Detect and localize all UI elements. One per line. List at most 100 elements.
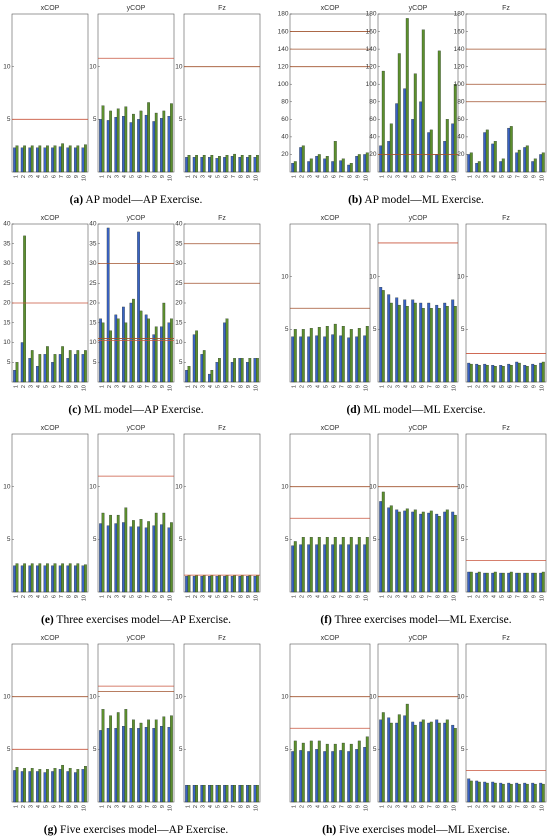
- bar: [61, 143, 64, 173]
- x-tick-label: 1: [467, 385, 473, 388]
- x-tick-label: 2: [107, 595, 113, 598]
- bar: [301, 145, 305, 173]
- bar: [46, 769, 49, 803]
- bar: [58, 769, 62, 803]
- x-tick-label: 9: [74, 805, 80, 808]
- bar: [223, 157, 226, 173]
- x-tick-label: 4: [36, 175, 42, 178]
- bar: [129, 728, 133, 803]
- y-tick-label: 35: [175, 240, 183, 247]
- bar: [129, 122, 133, 173]
- bar: [30, 145, 34, 173]
- x-tick-label: 10: [254, 175, 260, 181]
- bar: [395, 722, 399, 803]
- x-tick-label: 2: [475, 385, 481, 388]
- panel-caption: (d) ML model—ML Exercise.: [346, 404, 485, 416]
- bar: [101, 105, 105, 173]
- x-tick-label: 9: [74, 595, 80, 598]
- subplot-title: yCOP: [409, 5, 428, 12]
- bar: [13, 565, 16, 593]
- bar: [403, 88, 407, 173]
- y-tick-label: 10: [3, 693, 11, 700]
- bar: [154, 326, 158, 383]
- bar: [116, 712, 120, 803]
- bar: [187, 784, 191, 803]
- bar: [215, 576, 219, 593]
- bar: [20, 771, 24, 803]
- bar: [469, 571, 473, 593]
- bar: [507, 127, 511, 173]
- bar: [53, 768, 57, 803]
- bar: [230, 362, 234, 383]
- bar: [225, 318, 229, 383]
- bar: [427, 302, 431, 383]
- y-tick-label: 20: [281, 151, 289, 158]
- bar: [68, 563, 72, 593]
- bar: [101, 322, 105, 383]
- x-tick-label: 3: [28, 385, 34, 388]
- x-tick-label: 3: [483, 805, 489, 808]
- x-tick-label: 10: [363, 805, 369, 811]
- x-tick-label: 4: [208, 595, 214, 598]
- x-tick-label: 2: [475, 595, 481, 598]
- bar: [30, 350, 34, 383]
- bar: [124, 507, 128, 593]
- y-tick-label: 20: [175, 300, 183, 307]
- bar: [315, 156, 319, 173]
- y-tick-label: 10: [281, 693, 289, 700]
- x-tick-label: 8: [435, 595, 441, 598]
- y-tick-label: 10: [89, 63, 97, 70]
- bar: [475, 780, 479, 803]
- x-tick-label: 6: [137, 385, 143, 388]
- bar: [299, 750, 303, 803]
- x-tick-label: 4: [315, 595, 321, 598]
- bar: [109, 514, 112, 593]
- bar: [81, 565, 85, 593]
- x-tick-label: 1: [13, 805, 19, 808]
- x-tick-label: 1: [185, 805, 191, 808]
- x-tick-label: 5: [44, 175, 50, 178]
- x-tick-label: 10: [168, 805, 174, 811]
- bar: [387, 294, 391, 383]
- x-tick-label: 10: [451, 595, 457, 601]
- bar: [246, 576, 249, 593]
- x-tick-label: 6: [331, 385, 337, 388]
- bar: [200, 784, 204, 803]
- bar: [129, 526, 133, 593]
- bar: [301, 742, 305, 803]
- bar: [187, 154, 191, 173]
- y-tick-label: 10: [89, 339, 97, 346]
- y-tick-label: 10: [457, 693, 465, 700]
- x-tick-label: 7: [59, 805, 65, 808]
- bar: [501, 366, 505, 383]
- x-tick-label: 2: [107, 175, 113, 178]
- x-tick-label: 7: [231, 595, 237, 598]
- x-tick-label: 4: [122, 805, 128, 808]
- y-tick-label: 30: [175, 260, 183, 267]
- bar: [429, 129, 433, 173]
- x-tick-label: 5: [411, 805, 417, 808]
- bar: [132, 520, 135, 593]
- x-tick-label: 9: [443, 805, 449, 808]
- bar: [485, 572, 489, 593]
- x-tick-label: 1: [467, 595, 473, 598]
- bar: [28, 358, 32, 383]
- bar: [74, 772, 77, 803]
- bar: [230, 784, 234, 803]
- y-tick-label: 10: [369, 273, 377, 280]
- y-tick-label: 80: [281, 98, 289, 105]
- bar: [61, 346, 64, 383]
- bar: [218, 156, 221, 173]
- x-tick-label: 6: [51, 805, 57, 808]
- bar: [349, 163, 353, 173]
- bar: [81, 769, 85, 803]
- bar: [405, 306, 409, 383]
- x-tick-label: 6: [331, 595, 337, 598]
- bar: [293, 740, 297, 803]
- x-tick-label: 3: [483, 595, 489, 598]
- bar: [154, 719, 158, 803]
- y-tick-label: 10: [3, 339, 11, 346]
- x-tick-label: 4: [491, 805, 497, 808]
- y-tick-label: 40: [3, 221, 11, 228]
- bar: [124, 709, 128, 803]
